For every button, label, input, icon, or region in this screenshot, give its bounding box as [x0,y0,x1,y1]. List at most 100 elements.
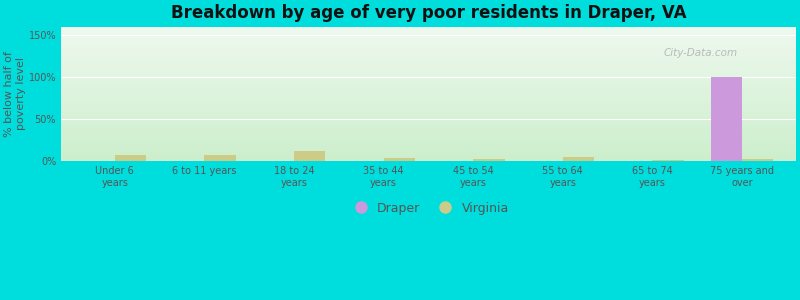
Bar [61,119,796,120]
Bar [61,36,796,37]
Bar [61,102,796,103]
Bar [61,140,796,141]
Bar [742,159,774,161]
Bar [61,150,796,151]
Bar [61,32,796,33]
Bar [61,65,796,66]
Bar [61,31,796,32]
Bar [61,64,796,65]
Bar [61,42,796,43]
Bar [61,29,796,30]
Bar [61,85,796,86]
Bar [61,124,796,125]
Bar [61,71,796,72]
Bar [61,63,796,64]
Bar [61,159,796,160]
Bar [61,77,796,78]
Bar [61,99,796,100]
Bar [61,112,796,113]
Bar [61,34,796,35]
Bar [61,74,796,75]
Bar [61,50,796,51]
Bar [61,126,796,127]
Bar [61,90,796,91]
Bar [61,58,796,59]
Bar [61,100,796,101]
Bar [61,61,796,62]
Bar [61,27,796,28]
Bar [61,104,796,105]
Bar [205,155,236,161]
Bar [61,158,796,159]
Bar [61,37,796,38]
Bar [61,73,796,74]
Bar [61,120,796,121]
Bar [710,77,742,161]
Bar [61,129,796,130]
Bar [61,148,796,149]
Bar [61,123,796,124]
Bar [61,28,796,29]
Bar [61,80,796,81]
Bar [61,139,796,140]
Bar [61,38,796,39]
Bar [61,109,796,110]
Bar [61,39,796,40]
Bar [384,158,415,161]
Bar [61,130,796,131]
Bar [653,160,684,161]
Bar [61,114,796,115]
Bar [61,122,796,123]
Bar [61,117,796,118]
Bar [61,155,796,156]
Bar [61,133,796,134]
Bar [61,149,796,150]
Bar [61,125,796,126]
Bar [61,41,796,42]
Bar [61,67,796,68]
Bar [61,72,796,73]
Bar [61,96,796,97]
Bar [61,59,796,60]
Title: Breakdown by age of very poor residents in Draper, VA: Breakdown by age of very poor residents … [170,4,686,22]
Bar [61,83,796,84]
Bar [61,157,796,158]
Bar [61,98,796,99]
Bar [61,93,796,94]
Bar [61,95,796,96]
Bar [61,79,796,80]
Bar [61,145,796,146]
Bar [61,48,796,49]
Bar [61,127,796,128]
Bar [61,78,796,79]
Bar [61,92,796,93]
Bar [61,89,796,90]
Bar [61,135,796,136]
Bar [61,88,796,89]
Bar [61,116,796,117]
Bar [61,52,796,53]
Bar [61,87,796,88]
Bar [61,57,796,58]
Bar [61,142,796,143]
Bar [294,151,326,161]
Bar [61,40,796,41]
Bar [61,53,796,54]
Bar [61,86,796,87]
Bar [61,136,796,137]
Bar [61,56,796,57]
Bar [61,118,796,119]
Bar [61,44,796,45]
Bar [61,115,796,116]
Bar [474,159,505,161]
Bar [61,156,796,157]
Bar [61,146,796,147]
Bar [61,111,796,112]
Bar [61,60,796,61]
Bar [61,113,796,114]
Bar [61,51,796,52]
Bar [61,94,796,95]
Bar [61,33,796,34]
Bar [61,110,796,111]
Bar [61,154,796,155]
